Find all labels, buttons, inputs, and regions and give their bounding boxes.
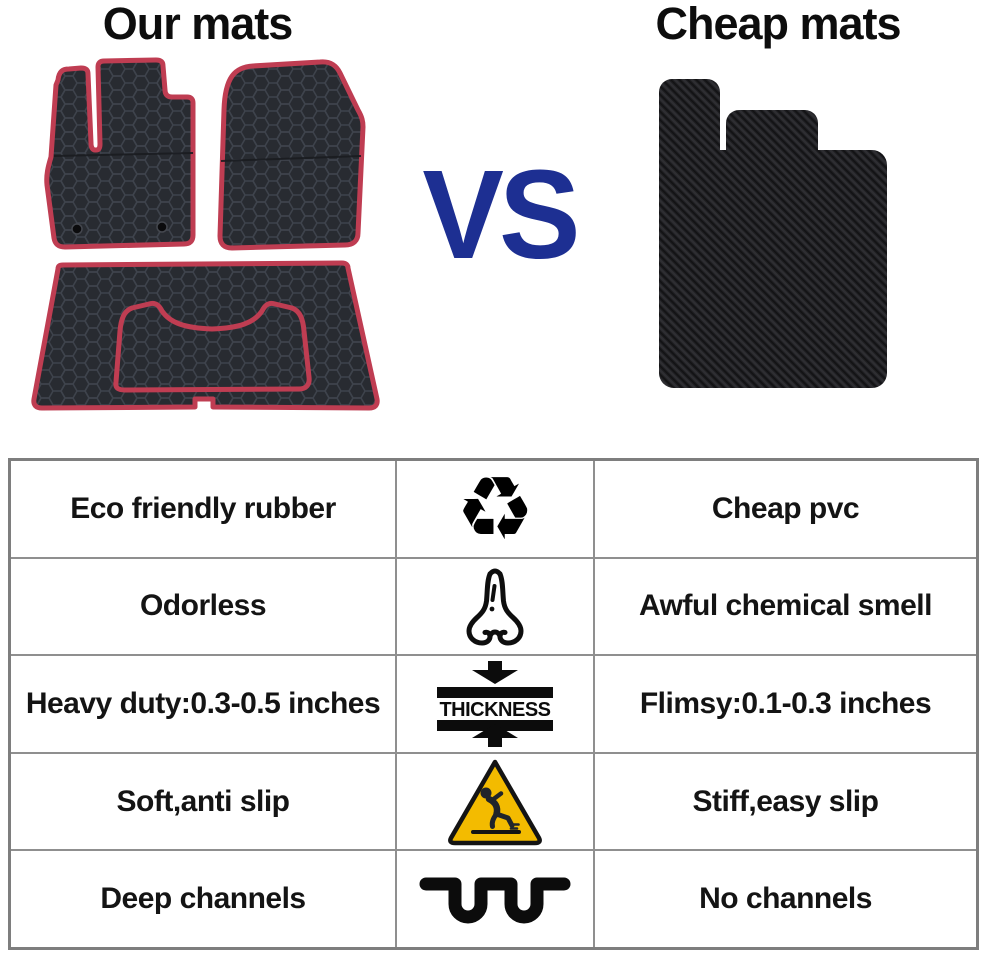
icon-cell: ♻ — [397, 461, 593, 557]
thickness-icon-label: THICKNESS — [439, 699, 550, 721]
recycle-icon: ♻ — [455, 458, 535, 558]
icon-cell — [397, 753, 593, 850]
passenger-mat-shape — [217, 59, 366, 251]
our-mat-cell: Heavy duty:0.3-0.5 inches — [11, 656, 395, 752]
driver-mat-shape — [44, 57, 196, 250]
cheap-mat-cell: Stiff,easy slip — [595, 753, 976, 850]
slip-warning-icon — [448, 759, 542, 845]
comparison-table: Eco friendly rubber ♻ Cheap pvc Odorless… — [8, 458, 979, 950]
cheap-mat-cell: Cheap pvc — [595, 461, 976, 557]
icon-cell — [397, 558, 593, 655]
our-mats-title: Our mats — [102, 0, 294, 49]
cheap-mat-cell: Flimsy:0.1-0.3 inches — [595, 656, 976, 752]
mat-fixing-hole — [156, 221, 168, 233]
nose-icon — [466, 568, 524, 646]
channels-icon — [419, 877, 571, 924]
our-mat-cell: Odorless — [11, 558, 395, 655]
icon-cell — [397, 851, 593, 947]
our-mats-image — [31, 57, 380, 411]
cheap-mat-cell: No channels — [595, 851, 976, 947]
thickness-icon: THICKNESS — [437, 660, 553, 747]
our-mat-cell: Deep channels — [11, 851, 395, 947]
vs-label: VS — [422, 144, 580, 285]
cheap-mat-image — [659, 79, 887, 388]
mat-fixing-hole — [71, 223, 83, 235]
icon-cell: THICKNESS — [397, 656, 593, 752]
our-mat-cell: Soft,anti slip — [11, 753, 395, 850]
tunnel-mat-shape — [113, 300, 312, 393]
our-mat-cell: Eco friendly rubber — [11, 461, 395, 557]
cheap-mats-title: Cheap mats — [655, 0, 901, 49]
cheap-mat-cell: Awful chemical smell — [595, 558, 976, 655]
